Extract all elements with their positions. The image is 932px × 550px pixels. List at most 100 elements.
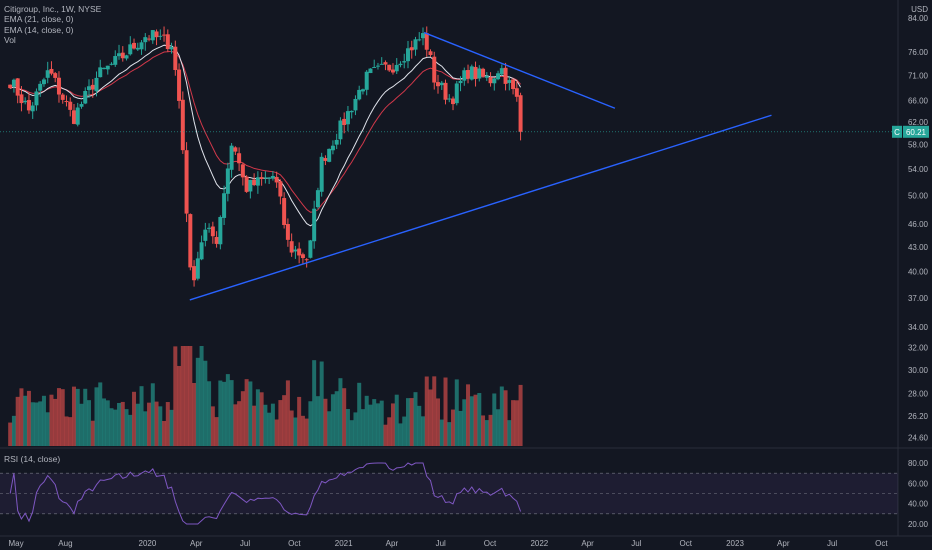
candle-body [41,79,46,85]
candle-body [192,266,197,281]
candle [297,242,302,264]
volume-bar [327,411,332,446]
candle-body [364,71,369,90]
rsi-line [9,462,522,525]
volume-bar [488,414,493,446]
candle [443,79,448,105]
candle [518,92,523,141]
ema14-legend[interactable]: EMA (14, close, 0) [4,24,74,35]
candle [94,71,99,97]
candle [488,72,493,87]
volume-bar [56,388,61,446]
candle [102,67,107,70]
volume-bar [86,400,91,446]
volume-bar [8,422,13,446]
volume-bar [132,391,137,446]
candle-body [56,77,61,95]
y-tick-label: 30.00 [908,366,929,375]
candle [353,95,358,116]
candle [319,152,324,197]
symbol-tag-bg [892,125,902,138]
volume-bar [105,400,110,446]
volume-bar [207,381,212,446]
volume-bar [469,396,474,446]
candle-body [473,66,478,79]
candle-body [135,47,140,50]
volume-bar [98,382,103,446]
candle-body [436,82,441,87]
candle-body [30,105,35,112]
candle [244,175,249,193]
volume-bar [297,396,302,446]
candle-body [263,177,268,179]
ema21-legend[interactable]: EMA (21, close, 0) [4,14,74,25]
candle [109,62,114,66]
rsi-tick-label: 80.00 [908,459,929,468]
volume-histogram [8,346,523,446]
volume-bar [492,393,497,446]
volume-bar [451,409,456,446]
candle [315,187,320,209]
volume-bar [436,398,441,446]
volume-bar [237,401,242,446]
x-tick-label: Aug [58,539,72,548]
volume-bar [203,360,208,446]
price-tag-bg [903,125,929,138]
candle [38,81,43,97]
candle-body [120,52,125,59]
candle [154,29,159,46]
candle-body [203,229,208,241]
x-tick-label: Jul [631,539,641,548]
volume-legend[interactable]: Vol [4,35,16,46]
candle-body [349,110,354,113]
candle [481,67,486,78]
candle-body [139,42,144,50]
candle-body [8,84,13,89]
candle [330,140,335,155]
volume-bar [304,418,309,446]
volume-bar [285,380,290,446]
volume-bar [496,409,501,446]
volume-bar [282,395,287,446]
symbol-title[interactable]: Citigroup, Inc., 1W, NYSE [4,4,102,14]
candle [23,97,28,105]
candle [285,218,290,247]
volume-bar [270,403,275,446]
volume-bar [394,394,399,446]
rsi-legend[interactable]: RSI (14, close) [4,454,61,464]
candle-body [128,44,133,55]
candle-body [244,176,249,192]
candle-body [19,94,24,104]
candle [98,59,103,78]
candle [252,173,257,187]
candle-body [214,237,219,244]
volume-bar [274,419,279,446]
rsi-tick-label: 20.00 [908,520,929,529]
candle-body [304,259,309,261]
candle-body [481,68,486,77]
candle [30,102,35,119]
candle [345,105,350,132]
volume-bar [315,396,320,446]
x-tick-label: May [9,539,24,548]
candle-body [64,101,69,103]
candle-body [90,84,95,90]
candle-body [195,258,200,279]
candle-body [413,39,418,50]
candle-body [420,33,425,39]
volume-bar [323,398,328,446]
volume-bar [484,420,489,446]
volume-bar [267,412,272,446]
candle-body [147,38,152,40]
candle [75,102,80,127]
candle-body [289,241,294,253]
volume-bar [229,380,234,446]
candle [278,179,283,205]
volume-bar [387,417,392,446]
trendline-lower [189,114,772,301]
candle [128,36,133,56]
candle [34,88,39,111]
candle-body [379,63,384,65]
candle-body [360,89,365,92]
